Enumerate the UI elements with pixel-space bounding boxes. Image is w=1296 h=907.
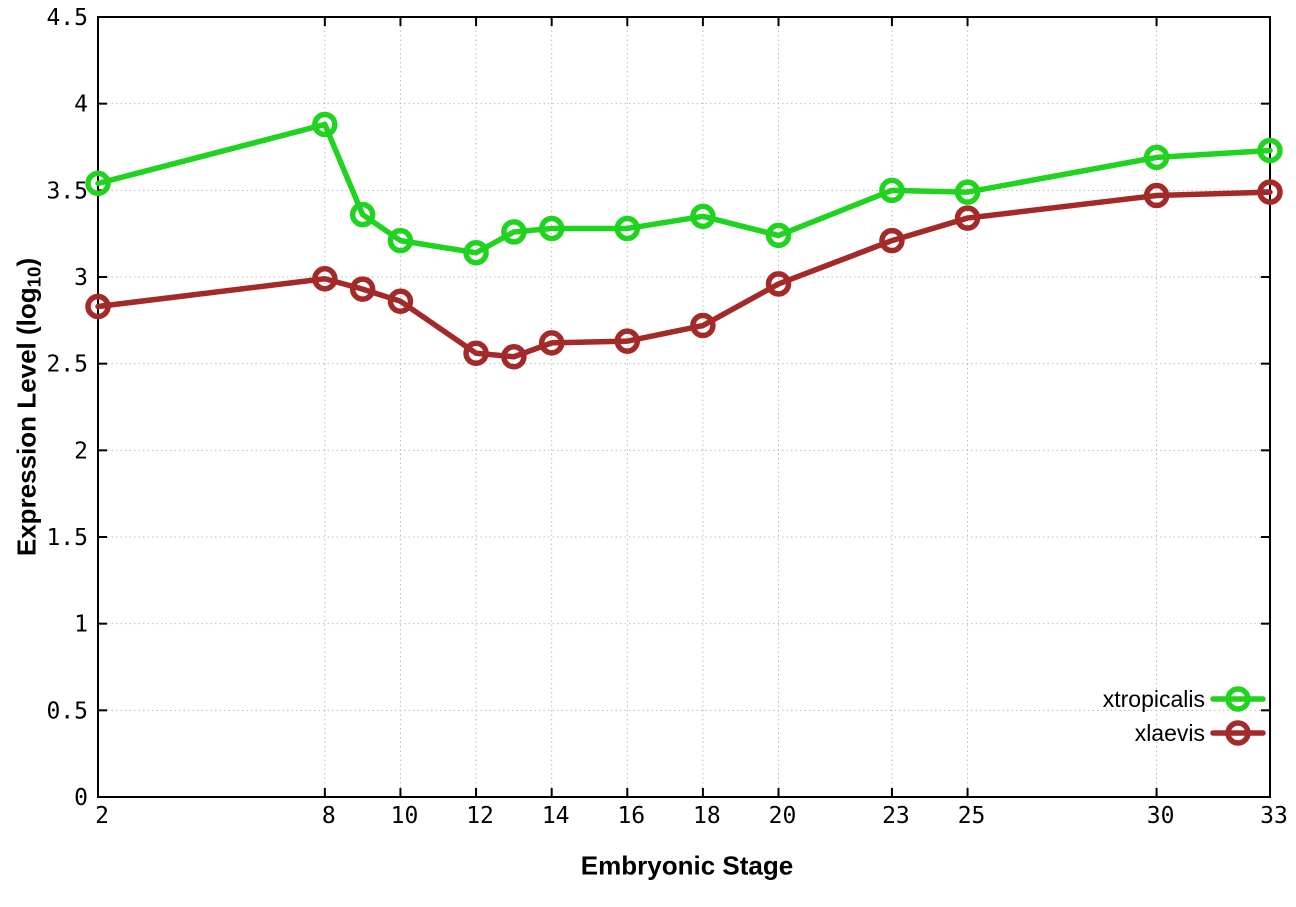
data-point-xtropicalis-stage-33 <box>1257 137 1283 164</box>
y-tick-label: 1.5 <box>46 525 88 551</box>
data-point-xtropicalis-stage-30 <box>1143 144 1170 171</box>
data-point-xlaevis-stage-14 <box>538 330 565 356</box>
data-point-xlaevis-stage-23 <box>879 227 905 254</box>
data-point-xlaevis-stage-2 <box>85 293 111 320</box>
x-tick-label: 8 <box>322 803 336 829</box>
legend-marker-xtropicalis <box>1225 686 1251 712</box>
legend: xtropicalis xlaevis <box>1103 686 1266 746</box>
y-axis-title: Expression Level (log10) <box>11 258 45 557</box>
data-point-xtropicalis-stage-23 <box>879 177 905 204</box>
y-tick-label: 0 <box>74 785 88 811</box>
y-axis-title-text: Expression Level (log <box>11 287 42 557</box>
data-point-xlaevis-stage-10 <box>387 288 414 315</box>
y-tick-label: 3.5 <box>46 178 88 204</box>
plot-border <box>97 16 1271 798</box>
data-point-xlaevis-stage-30 <box>1143 182 1170 209</box>
data-point-xtropicalis-stage-14 <box>538 215 565 242</box>
y-axis-title-subscript: 10 <box>23 266 45 288</box>
series-line-xlaevis <box>95 189 1273 360</box>
y-tick-label: 1 <box>74 612 88 638</box>
data-point-xlaevis-stage-33 <box>1257 179 1283 205</box>
legend-label-xlaevis: xlaevis <box>1135 720 1205 746</box>
data-point-xtropicalis-stage-10 <box>387 227 414 254</box>
x-tick-label: 14 <box>542 803 570 829</box>
x-tick-label: 2 <box>95 803 109 829</box>
x-tick-label: 25 <box>958 803 986 829</box>
x-tick-label: 20 <box>769 803 797 829</box>
y-tick-label: 0.5 <box>46 698 88 724</box>
x-tick-label: 16 <box>617 803 645 829</box>
data-point-xlaevis-stage-9 <box>349 276 376 302</box>
data-point-xlaevis-stage-12 <box>463 340 489 367</box>
x-tick-label: 10 <box>391 803 419 829</box>
data-point-xtropicalis-stage-12 <box>463 239 489 266</box>
y-tick-label: 4.5 <box>46 5 88 31</box>
data-point-xtropicalis-stage-16 <box>614 215 641 242</box>
x-tick-label: 30 <box>1147 803 1175 829</box>
data-point-xtropicalis-stage-8 <box>312 111 338 138</box>
y-tick-label: 2.5 <box>46 352 88 378</box>
data-point-xtropicalis-stage-9 <box>349 201 376 228</box>
x-tick-label: 12 <box>466 803 494 829</box>
data-point-xtropicalis-stage-18 <box>690 203 716 230</box>
data-point-xtropicalis-stage-20 <box>765 222 792 249</box>
data-point-xlaevis-stage-20 <box>765 271 792 297</box>
data-point-xtropicalis-stage-13 <box>501 219 527 245</box>
x-tick-label: 23 <box>882 803 910 829</box>
data-point-xlaevis-stage-8 <box>312 265 338 292</box>
data-point-xlaevis-stage-16 <box>614 328 641 354</box>
data-point-xlaevis-stage-13 <box>501 343 527 370</box>
legend-marker-xlaevis <box>1225 720 1251 746</box>
legend-label-xtropicalis: xtropicalis <box>1103 686 1205 712</box>
x-tick-label: 18 <box>693 803 721 829</box>
data-point-xtropicalis-stage-2 <box>85 170 111 197</box>
data-point-xlaevis-stage-18 <box>690 312 716 339</box>
x-axis-title: Embryonic Stage <box>580 850 794 881</box>
y-tick-label: 2 <box>74 438 88 464</box>
y-tick-label: 3 <box>74 265 88 291</box>
data-point-xtropicalis-stage-25 <box>954 179 981 205</box>
data-point-xlaevis-stage-25 <box>954 205 981 231</box>
x-tick-label: 33 <box>1260 803 1288 829</box>
y-tick-label: 4 <box>74 92 88 118</box>
